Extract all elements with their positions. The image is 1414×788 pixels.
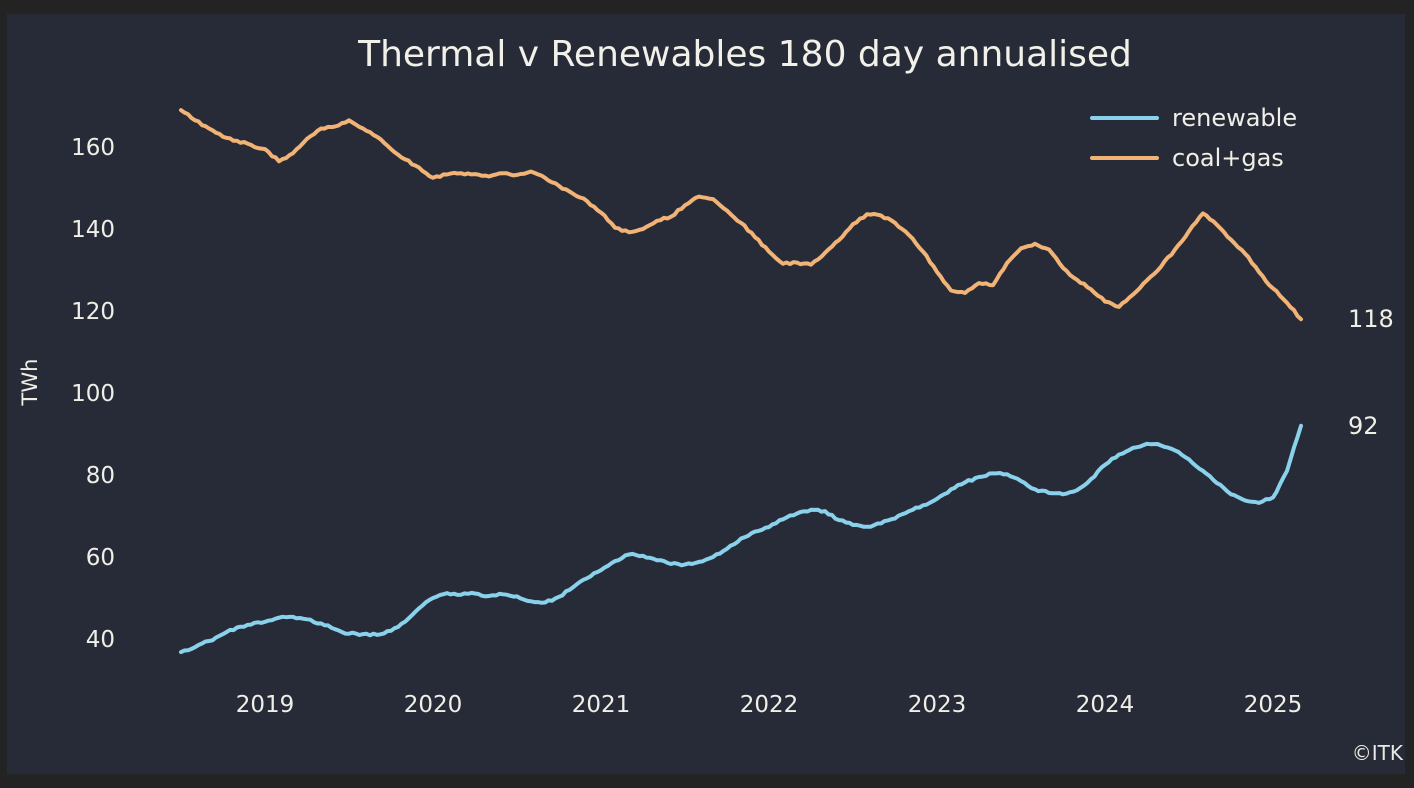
x-tick-label: 2024	[1076, 692, 1135, 718]
chart-card: Thermal v Renewables 180 day annualised …	[7, 14, 1405, 774]
x-tick-label: 2022	[740, 692, 799, 718]
y-tick-label: 40	[86, 627, 115, 653]
y-tick-label: 120	[71, 299, 115, 325]
y-tick-label: 160	[71, 135, 115, 161]
series-line-coal+gas	[179, 108, 1303, 322]
x-axis-ticks: 2019 2020 2021 2022 2023 2024 2025	[236, 692, 1303, 718]
legend: renewable coal+gas	[1090, 104, 1297, 172]
chart-title: Thermal v Renewables 180 day annualised	[357, 34, 1132, 75]
x-tick-label: 2023	[908, 692, 967, 718]
watermark: ©ITK	[1352, 741, 1404, 765]
x-tick-label: 2025	[1244, 692, 1303, 718]
legend-label-renewable: renewable	[1172, 104, 1297, 132]
y-axis-ticks: 160 140 120 100 80 60 40	[71, 135, 115, 653]
series-line-renewable	[179, 423, 1303, 655]
thermal-renewables-chart: Thermal v Renewables 180 day annualised …	[18, 34, 1404, 765]
series-end-labels: 92 118	[1348, 305, 1394, 440]
x-tick-label: 2021	[572, 692, 631, 718]
legend-label-coal+gas: coal+gas	[1172, 144, 1284, 172]
series-lines	[179, 108, 1303, 655]
x-tick-label: 2019	[236, 692, 295, 718]
end-label-coal+gas: 118	[1348, 305, 1394, 333]
y-tick-label: 100	[71, 381, 115, 407]
y-tick-label: 80	[86, 463, 115, 489]
y-tick-label: 140	[71, 217, 115, 243]
y-axis-label: TWh	[18, 359, 42, 407]
x-tick-label: 2020	[404, 692, 463, 718]
end-label-renewable: 92	[1348, 412, 1379, 440]
y-tick-label: 60	[86, 545, 115, 571]
